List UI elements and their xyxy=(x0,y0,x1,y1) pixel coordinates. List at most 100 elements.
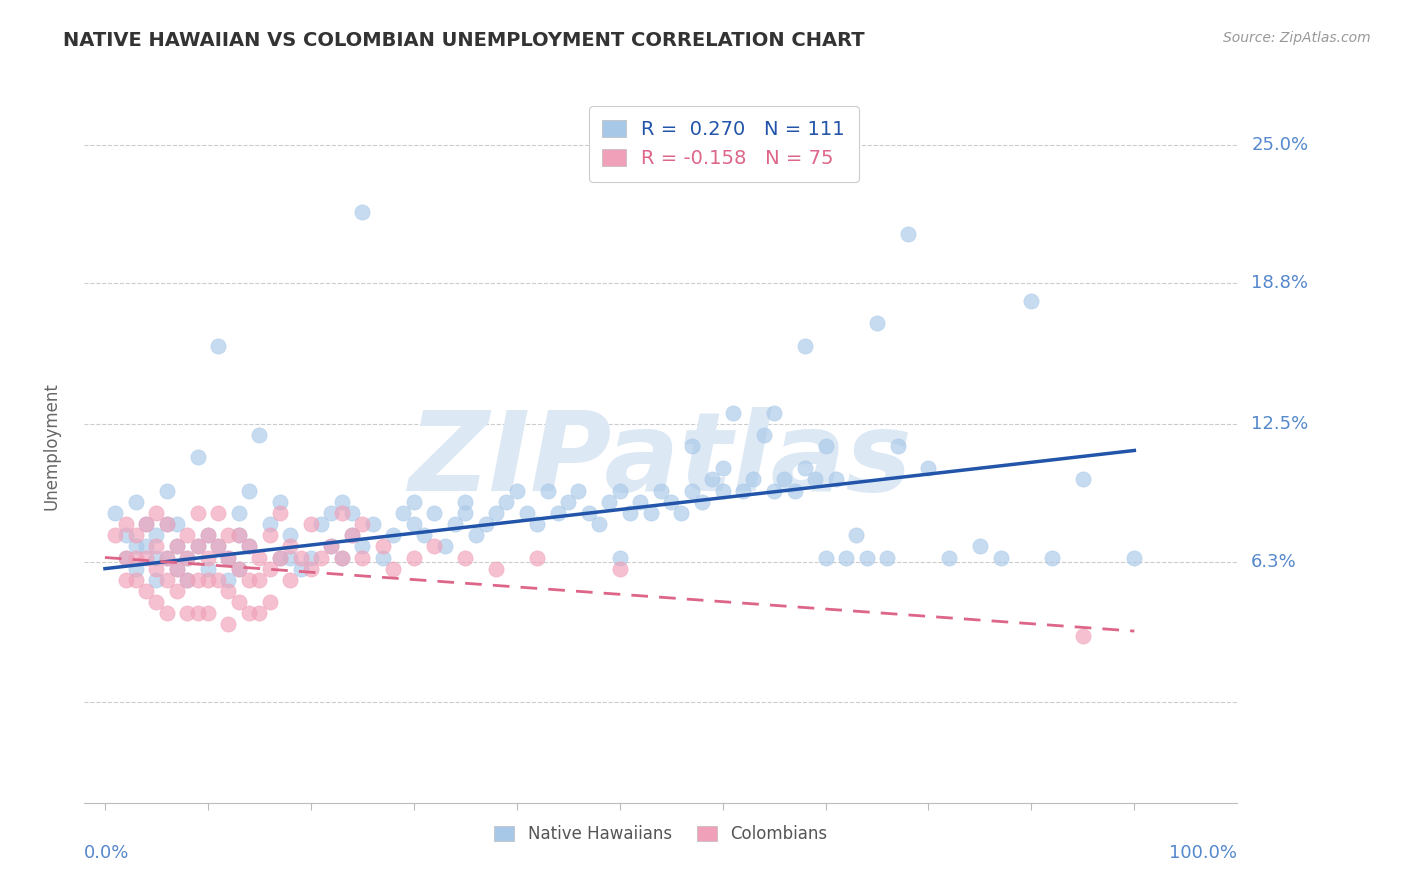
Point xyxy=(207,539,229,553)
Point xyxy=(588,516,610,531)
Point xyxy=(114,528,136,542)
Point xyxy=(207,506,229,520)
Point xyxy=(238,483,260,498)
Point xyxy=(299,516,322,531)
Point xyxy=(361,516,384,531)
Point xyxy=(156,483,179,498)
Point xyxy=(259,595,281,609)
Point xyxy=(444,516,467,531)
Point xyxy=(228,595,250,609)
Point xyxy=(166,562,188,576)
Point xyxy=(247,550,270,565)
Point xyxy=(423,506,446,520)
Point xyxy=(990,550,1012,565)
Point xyxy=(824,472,846,486)
Point xyxy=(433,539,456,553)
Point xyxy=(218,617,240,632)
Point xyxy=(711,483,734,498)
Point xyxy=(763,405,786,419)
Point xyxy=(269,506,291,520)
Point xyxy=(733,483,755,498)
Point xyxy=(218,573,240,587)
Point xyxy=(352,204,374,219)
Point xyxy=(352,539,374,553)
Point xyxy=(228,528,250,542)
Point xyxy=(238,573,260,587)
Point xyxy=(135,583,157,598)
Point xyxy=(690,494,713,508)
Point xyxy=(176,573,198,587)
Point xyxy=(330,550,353,565)
Point xyxy=(278,528,301,542)
Point xyxy=(145,506,167,520)
Point xyxy=(269,550,291,565)
Point xyxy=(135,516,157,531)
Point xyxy=(125,539,148,553)
Point xyxy=(228,562,250,576)
Point xyxy=(145,573,167,587)
Point xyxy=(238,607,260,621)
Point xyxy=(352,550,374,565)
Point xyxy=(125,550,148,565)
Point xyxy=(392,506,415,520)
Point xyxy=(207,539,229,553)
Point xyxy=(156,550,179,565)
Point xyxy=(485,562,508,576)
Point xyxy=(330,550,353,565)
Point xyxy=(247,427,270,442)
Point xyxy=(464,528,486,542)
Point xyxy=(114,550,136,565)
Point xyxy=(609,483,631,498)
Point xyxy=(228,562,250,576)
Point xyxy=(804,472,827,486)
Point xyxy=(330,506,353,520)
Point xyxy=(382,528,405,542)
Point xyxy=(228,506,250,520)
Point xyxy=(278,550,301,565)
Point xyxy=(187,450,209,464)
Text: Source: ZipAtlas.com: Source: ZipAtlas.com xyxy=(1223,31,1371,45)
Point xyxy=(278,573,301,587)
Point xyxy=(578,506,600,520)
Point xyxy=(1071,472,1094,486)
Legend: Native Hawaiians, Colombians: Native Hawaiians, Colombians xyxy=(486,817,835,852)
Point xyxy=(114,550,136,565)
Y-axis label: Unemployment: Unemployment xyxy=(42,382,60,510)
Point xyxy=(1040,550,1063,565)
Point xyxy=(259,562,281,576)
Point xyxy=(104,506,127,520)
Point xyxy=(526,550,548,565)
Point xyxy=(145,550,167,565)
Point xyxy=(897,227,920,241)
Point xyxy=(721,405,744,419)
Point xyxy=(681,439,703,453)
Point xyxy=(156,516,179,531)
Point xyxy=(269,550,291,565)
Point xyxy=(321,506,343,520)
Point xyxy=(495,494,517,508)
Point xyxy=(702,472,724,486)
Point xyxy=(1123,550,1146,565)
Point xyxy=(340,528,363,542)
Point xyxy=(835,550,858,565)
Point xyxy=(340,506,363,520)
Point xyxy=(567,483,589,498)
Point xyxy=(752,427,775,442)
Point xyxy=(176,528,198,542)
Point xyxy=(187,539,209,553)
Text: ZIPatlas: ZIPatlas xyxy=(409,407,912,514)
Point xyxy=(742,472,765,486)
Point xyxy=(547,506,569,520)
Point xyxy=(969,539,991,553)
Point xyxy=(156,607,179,621)
Point xyxy=(628,494,651,508)
Point xyxy=(197,550,219,565)
Point xyxy=(247,607,270,621)
Point xyxy=(176,573,198,587)
Point xyxy=(402,550,425,565)
Point xyxy=(135,539,157,553)
Point xyxy=(506,483,529,498)
Point xyxy=(814,439,837,453)
Point xyxy=(794,461,817,475)
Point xyxy=(259,516,281,531)
